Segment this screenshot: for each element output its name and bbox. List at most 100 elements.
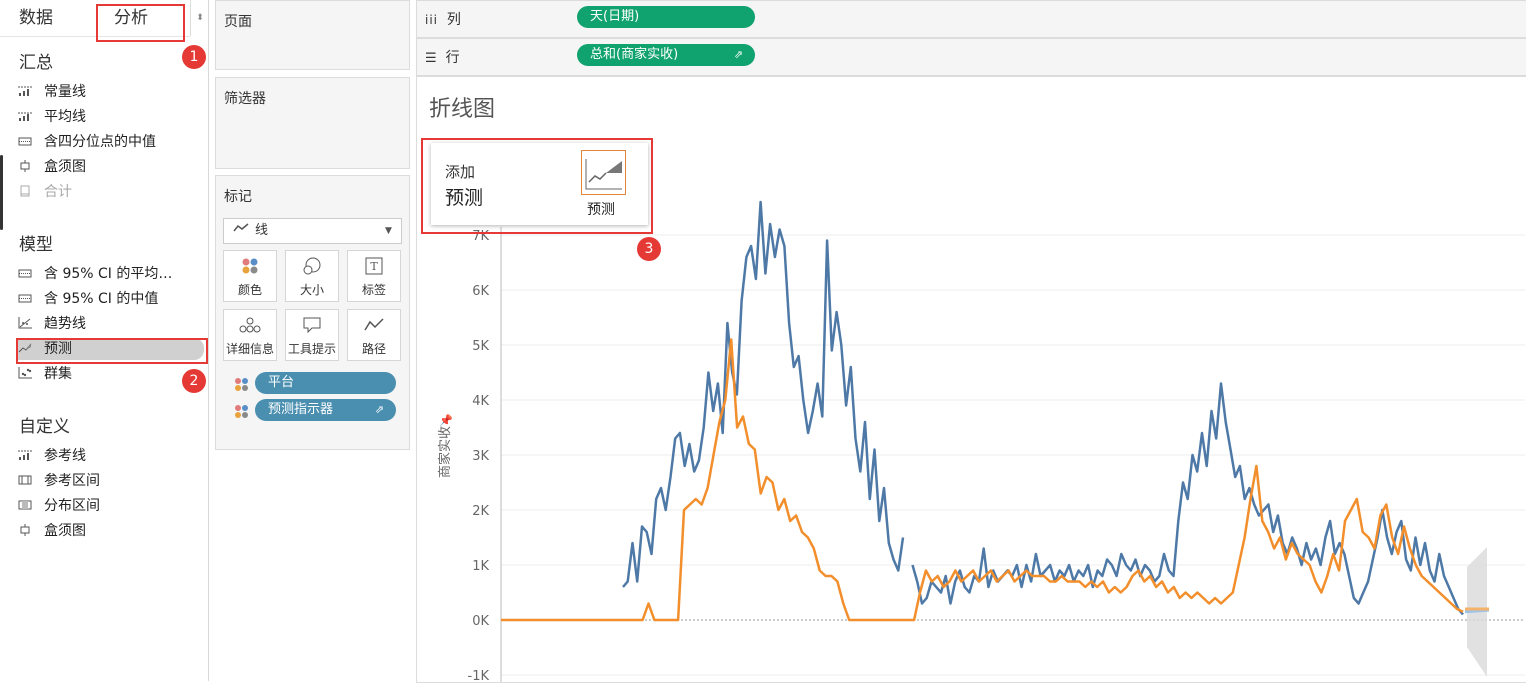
tab-data[interactable]: 数据 [19, 8, 53, 28]
item-label: 分布区间 [44, 498, 100, 514]
size-label: 大小 [299, 283, 324, 297]
tooltip-button[interactable]: 工具提示 [285, 309, 339, 361]
filters-card[interactable]: 筛选器 [215, 77, 410, 169]
item-cluster[interactable]: 群集 [18, 363, 168, 385]
highlight-box-forecast [16, 338, 208, 364]
pane-drag-handle[interactable] [0, 155, 3, 230]
series-line-blue [622, 200, 905, 588]
cluster-icon [18, 364, 32, 379]
section-title-summary: 汇总 [19, 53, 53, 73]
columns-icon: iii [425, 13, 439, 27]
item-label: 常量线 [44, 84, 86, 100]
pill-label: 预测指示器 [268, 402, 334, 417]
columns-label-text: 列 [446, 12, 461, 28]
pages-card[interactable]: 页面 [215, 0, 410, 70]
highlight-box-analysis-tab [96, 4, 185, 42]
item-totals: 合计 [18, 181, 204, 203]
add-forecast-drop-target[interactable]: 添加 预测 预测 [431, 143, 648, 225]
columns-shelf: iii 列 天(日期) [416, 0, 1526, 38]
pane-toggle-button[interactable]: ⬍ [190, 0, 209, 36]
path-button[interactable]: 路径 [347, 309, 401, 361]
forecast-small-icon: ⇗ [374, 403, 384, 416]
y-tick-label: 1K [472, 559, 489, 574]
item-constant-line[interactable]: 常量线 [18, 81, 204, 103]
pill-day-date[interactable]: 天(日期) [577, 6, 755, 28]
mark-type-label: 线 [255, 223, 269, 238]
pill-label: 总和(商家实收) [590, 47, 679, 62]
item-reference-line[interactable]: 参考线 [18, 445, 204, 467]
average-line-icon [18, 107, 32, 121]
series-line-orange [501, 338, 1464, 622]
step-badge-3: 3 [637, 237, 661, 261]
pin-icon: 📌 [439, 413, 453, 427]
pill-platform[interactable]: 平台 [255, 372, 396, 394]
item-label: 参考区间 [44, 473, 100, 489]
reference-line-icon [18, 446, 32, 460]
chart-title: 折线图 [429, 97, 496, 122]
columns-shelf-label: iii 列 [425, 9, 461, 29]
item-median-ci[interactable]: 含 95% CI 的中值 [18, 288, 204, 310]
y-tick-label: 6K [472, 284, 489, 299]
item-label: 含四分位点的中值 [44, 134, 156, 150]
tooltip-label: 工具提示 [287, 342, 336, 356]
detail-button[interactable]: 详细信息 [223, 309, 277, 361]
item-average-ci[interactable]: 含 95% CI 的平均… [18, 263, 204, 285]
y-tick-label: 4K [472, 394, 489, 409]
label-label: 标签 [361, 283, 386, 297]
step-badge-2: 2 [182, 369, 206, 393]
item-distribution-band[interactable]: 分布区间 [18, 495, 204, 517]
item-trend-line[interactable]: 趋势线 [18, 313, 204, 335]
item-average-line[interactable]: 平均线 [18, 106, 204, 128]
tab-divider [0, 36, 190, 37]
y-tick-label: 5K [472, 339, 489, 354]
tab-analysis[interactable]: 分析 [114, 8, 148, 28]
item-label: 含 95% CI 的中值 [44, 291, 159, 307]
size-icon [286, 257, 338, 279]
rows-label-text: 行 [445, 50, 460, 66]
color-label: 颜色 [237, 283, 262, 297]
mark-type-dropdown[interactable]: 线 ▼ [223, 218, 402, 244]
section-title-model: 模型 [19, 235, 53, 255]
path-label: 路径 [361, 342, 386, 356]
tooltip-icon [286, 316, 338, 338]
constant-line-icon [18, 82, 32, 96]
path-icon [348, 316, 400, 338]
item-box-plot-custom[interactable]: 盒须图 [18, 520, 204, 542]
reference-band-icon [18, 471, 32, 485]
item-label: 盒须图 [44, 159, 86, 175]
y-tick-label: 3K [472, 449, 489, 464]
item-box-plot[interactable]: 盒须图 [18, 156, 204, 178]
pill-sum-revenue[interactable]: 总和(商家实收) ⇗ [577, 44, 755, 66]
pages-card-title: 页面 [224, 14, 252, 30]
forecast-chart-icon [581, 150, 626, 195]
chevron-down-icon: ▼ [385, 226, 392, 236]
item-label: 盒须图 [44, 523, 86, 539]
y-tick-label: -1K [468, 669, 490, 682]
rows-shelf-label: ☰ 行 [425, 47, 460, 67]
item-forecast[interactable]: 预测 [18, 338, 204, 360]
forecast-small-icon: ⇗ [733, 48, 743, 61]
item-label: 合计 [44, 184, 72, 200]
box-plot-icon [18, 521, 32, 536]
median-quartiles-icon [18, 132, 32, 146]
size-button[interactable]: 大小 [285, 250, 339, 302]
chart-view: 折线图 -1K 0K 1K 2K 3K 4K 5K 6K 7K 商家实收 📌 添加 预测 预测 3 [416, 76, 1526, 683]
item-label: 平均线 [44, 109, 86, 125]
median-ci-icon [18, 289, 32, 303]
item-reference-band[interactable]: 参考区间 [18, 470, 204, 492]
item-label: 参考线 [44, 448, 86, 464]
label-button[interactable]: T 标签 [347, 250, 401, 302]
average-ci-icon [18, 264, 32, 278]
color-button[interactable]: 颜色 [223, 250, 277, 302]
pill-forecast-indicator[interactable]: 预测指示器 ⇗ [255, 399, 396, 421]
y-tick-label: 2K [472, 504, 489, 519]
section-title-custom: 自定义 [19, 417, 70, 437]
totals-icon [18, 182, 32, 197]
box-plot-icon [18, 157, 32, 172]
item-median-quartiles[interactable]: 含四分位点的中值 [18, 131, 204, 153]
marks-card-title: 标记 [224, 189, 252, 205]
item-label: 预测 [44, 341, 72, 357]
y-tick-label: 0K [472, 614, 489, 629]
filters-card-title: 筛选器 [224, 91, 266, 107]
